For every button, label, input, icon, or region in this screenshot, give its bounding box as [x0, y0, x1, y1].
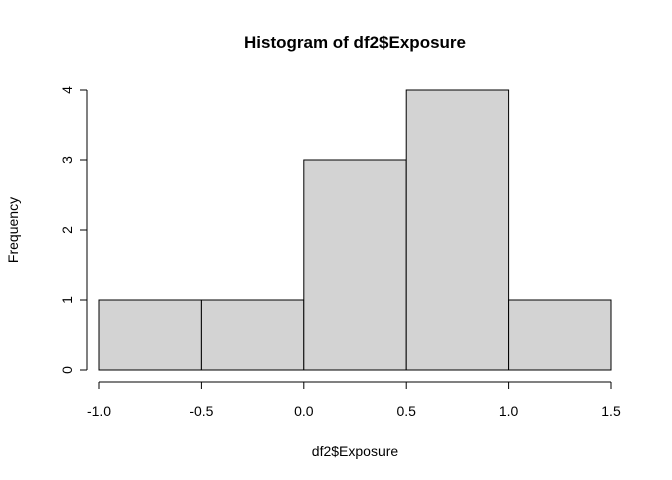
y-tick-label: 1 — [59, 296, 75, 304]
histogram-bar — [508, 299, 612, 371]
y-axis-label: Frequency — [5, 197, 21, 263]
x-tick-label: 0.0 — [294, 403, 314, 419]
chart-title: Histogram of df2$Exposure — [244, 33, 466, 52]
x-tick-label: 1.0 — [499, 403, 519, 419]
y-tick-label: 3 — [59, 156, 75, 164]
y-tick-label: 0 — [59, 366, 75, 374]
x-tick-label: -1.0 — [87, 403, 111, 419]
x-tick-label: -0.5 — [189, 403, 213, 419]
y-tick-label: 2 — [59, 226, 75, 234]
histogram-bar — [303, 159, 407, 371]
x-axis-label: df2$Exposure — [312, 443, 399, 459]
histogram-bar — [98, 299, 202, 371]
x-tick-label: 1.5 — [601, 403, 621, 419]
histogram-bar — [405, 89, 510, 371]
y-tick-label: 4 — [59, 86, 75, 94]
histogram-bar — [200, 299, 305, 371]
x-axis: -1.0 -0.5 0.0 0.5 1.0 1.5 — [87, 381, 621, 419]
x-tick-label: 0.5 — [396, 403, 416, 419]
y-axis: 0 1 2 3 4 — [59, 86, 88, 374]
bars-group — [98, 89, 612, 371]
